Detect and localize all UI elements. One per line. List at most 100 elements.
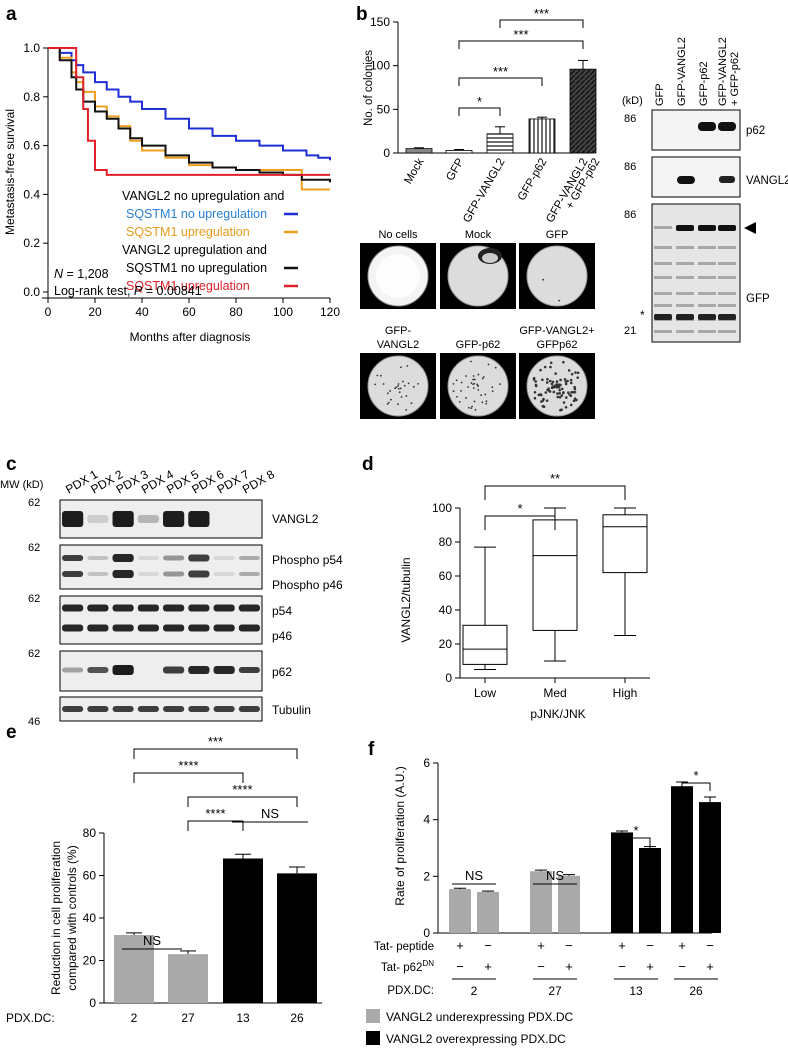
dish-colony: [481, 377, 484, 380]
panel-c-strip: [59, 544, 263, 590]
panel-c-band: [62, 624, 84, 632]
dish-colony: [576, 376, 580, 379]
panel-d-x-tick-label: High: [613, 686, 638, 700]
panel-f-sign-row1: +: [456, 938, 464, 953]
dish-colony: [539, 368, 542, 372]
dish-colony: [569, 378, 573, 382]
panel-f-ns-label: NS: [465, 868, 483, 883]
panel-c-mw-marker: 62: [28, 497, 40, 509]
panel-c-mw-label: MW (kD): [0, 479, 43, 491]
panel-a-xlabel: Months after diagnosis: [130, 330, 251, 344]
dish-colony: [556, 395, 560, 399]
dish-row-1: [360, 243, 595, 309]
panel-e-ylabel-2: compared with controls (%): [65, 845, 79, 990]
dish-colony: [491, 386, 494, 389]
blot-kd-label: (kD): [622, 95, 643, 107]
dish-colony: [470, 382, 473, 384]
dish-colony: [569, 403, 573, 407]
dish-colony: [412, 385, 415, 388]
panel-f-bar-5: [639, 848, 661, 933]
band-p62-lane3: [698, 122, 716, 131]
dish-colony: [402, 380, 404, 383]
dish-colony: [467, 386, 470, 388]
dish-colony: [485, 402, 488, 405]
panel-a-x-tick-label: 40: [135, 305, 149, 319]
dish-colony: [473, 378, 476, 381]
dish-colony: [549, 365, 552, 369]
panel-c-band: [238, 556, 260, 560]
dish-plate: [526, 245, 588, 307]
panel-d-y-tick-label: 0: [445, 671, 452, 685]
dish-label-combo-b: GFPp62: [537, 339, 578, 351]
panel-e-ns-label: NS: [261, 806, 279, 821]
panel-b-sig-bracket: [458, 77, 543, 86]
blot-header-gfp: GFP: [654, 83, 666, 106]
gfp-smear-band: [698, 304, 716, 307]
panel-d-ylabel: VANGL2/tubulin: [399, 557, 413, 642]
gfp-smear-band: [676, 262, 694, 265]
gfp-smear-band: [698, 246, 716, 249]
panel-d-y-tick-label: 60: [439, 569, 453, 583]
dish-colony: [474, 408, 477, 411]
dish-colony: [532, 376, 536, 380]
dish-colony: [573, 387, 577, 391]
dish-colony: [556, 392, 559, 395]
panel-f-row1-label: Tat- peptide: [374, 941, 434, 953]
dish-colony: [417, 382, 420, 385]
panel-f-sign-row1: +: [678, 938, 686, 953]
dish-colony: [390, 398, 392, 401]
panel-e-sig-bracket: [133, 772, 244, 783]
panel-c-band: [137, 624, 159, 632]
panel-b-bar-0: [405, 148, 433, 154]
dish-colony: [481, 401, 484, 404]
panel-c-band: [213, 604, 235, 612]
panel-a-survival-plot: 0 20 40 60 80 100 120 0.0 0.2 0.4 0.6 0.8 1.0 Metast…: [3, 41, 340, 344]
gfp-smear-band: [698, 276, 716, 279]
panel-b-y-tick-label: 150: [370, 15, 390, 29]
dish-colony: [455, 379, 458, 382]
panel-f-sign-row2: −: [456, 959, 464, 974]
dish-colony: [556, 384, 559, 388]
dish-colony: [467, 406, 470, 409]
dish-colony: [487, 363, 490, 366]
panel-f-chart: 0 2 4 6 + − − + + − − + + − − + + − − +2 27 13 26 NS NS * *: [423, 756, 721, 998]
dish-colony: [407, 382, 410, 385]
panel-c-band: [137, 556, 159, 560]
panel-f-sig-bracket: [681, 782, 711, 791]
panel-f-sign-row1: −: [565, 938, 573, 953]
panel-f-bar-2: [530, 871, 552, 933]
gfp-smear-band: [718, 304, 736, 307]
dish-colony: [543, 365, 547, 369]
dish-colony: [572, 399, 576, 403]
panel-b-sig-bracket: [499, 19, 584, 28]
panel-c-band: [112, 604, 134, 612]
dish-colony: [410, 402, 413, 405]
dish-colony: [534, 380, 537, 383]
blot-star: *: [640, 308, 645, 322]
panel-c-strips: 62 62 62 62 46 VANGL2 Phospho p54 Phospho p46 p5…: [28, 497, 343, 728]
dish-colony: [558, 396, 562, 399]
panel-c-band-label: p46: [272, 629, 292, 643]
dish-colony: [549, 361, 553, 365]
dish-label-gfp-p62: GFP-p62: [456, 339, 501, 351]
dish-colony: [473, 400, 476, 403]
band-vangl2-lane2: [677, 176, 695, 184]
panel-c-band-label: Tubulin: [272, 703, 311, 717]
panel-e-sig-label: ****: [205, 806, 225, 821]
panel-c-mw-marker: 62: [28, 593, 40, 605]
panel-f-y-tick-label: 0: [423, 926, 430, 940]
gfp-smear-band: [654, 276, 672, 279]
panel-f-sign-row2: +: [646, 959, 654, 974]
legend-a-line5: SQSTM1 no upregulation: [126, 261, 267, 275]
panel-a-series-line-0: [48, 47, 331, 161]
dish-colony: [470, 360, 472, 363]
dish-colony: [398, 391, 401, 394]
dish-colony: [547, 387, 550, 391]
dish-colony: [470, 407, 473, 410]
panel-f-y-tick-label: 6: [423, 756, 430, 770]
panel-b-sig-label: ***: [534, 6, 549, 21]
blot-label-vangl2: VANGL2: [746, 175, 788, 187]
gfp-smear-band: [654, 304, 672, 307]
panel-f-row3-label: PDX.DC:: [387, 985, 434, 997]
